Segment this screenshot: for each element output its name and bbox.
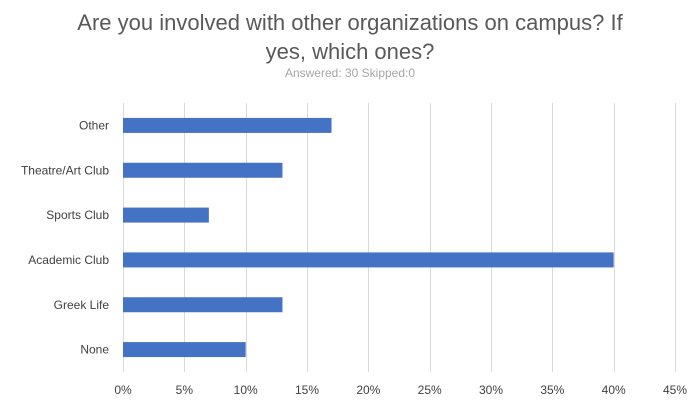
category-label: Greek Life [54, 298, 110, 312]
x-tick-label: 0% [114, 383, 132, 397]
x-tick-label: 30% [479, 383, 503, 397]
bar [123, 207, 209, 223]
x-axis-tick-labels: 0% 5% 10% 15% 20% 25% 30% 35% 40% 45% [114, 383, 687, 397]
gridlines [123, 103, 676, 372]
chart-subtitle: Answered: 30 Skipped:0 [284, 66, 416, 80]
x-tick-label: 15% [295, 383, 319, 397]
category-labels: Other Theatre/Art Club Sports Club Academic… [21, 118, 109, 356]
category-label: Sports Club [46, 208, 109, 222]
bar [123, 162, 283, 178]
x-tick-label: 20% [356, 383, 380, 397]
bar [123, 252, 614, 268]
x-tick-label: 10% [234, 383, 258, 397]
bar [123, 117, 332, 133]
bar [123, 342, 246, 358]
category-label: None [80, 343, 109, 357]
x-tick-label: 40% [602, 383, 626, 397]
x-tick-label: 35% [540, 383, 564, 397]
category-label: Other [79, 118, 109, 132]
bars [123, 117, 614, 358]
bar [123, 297, 283, 313]
category-label: Theatre/Art Club [21, 163, 109, 177]
category-label: Academic Club [28, 253, 109, 267]
chart-title: Are you involved with other organization… [77, 10, 623, 64]
x-tick-label: 25% [418, 383, 442, 397]
x-tick-label: 5% [176, 383, 194, 397]
x-tick-label: 45% [663, 383, 687, 397]
